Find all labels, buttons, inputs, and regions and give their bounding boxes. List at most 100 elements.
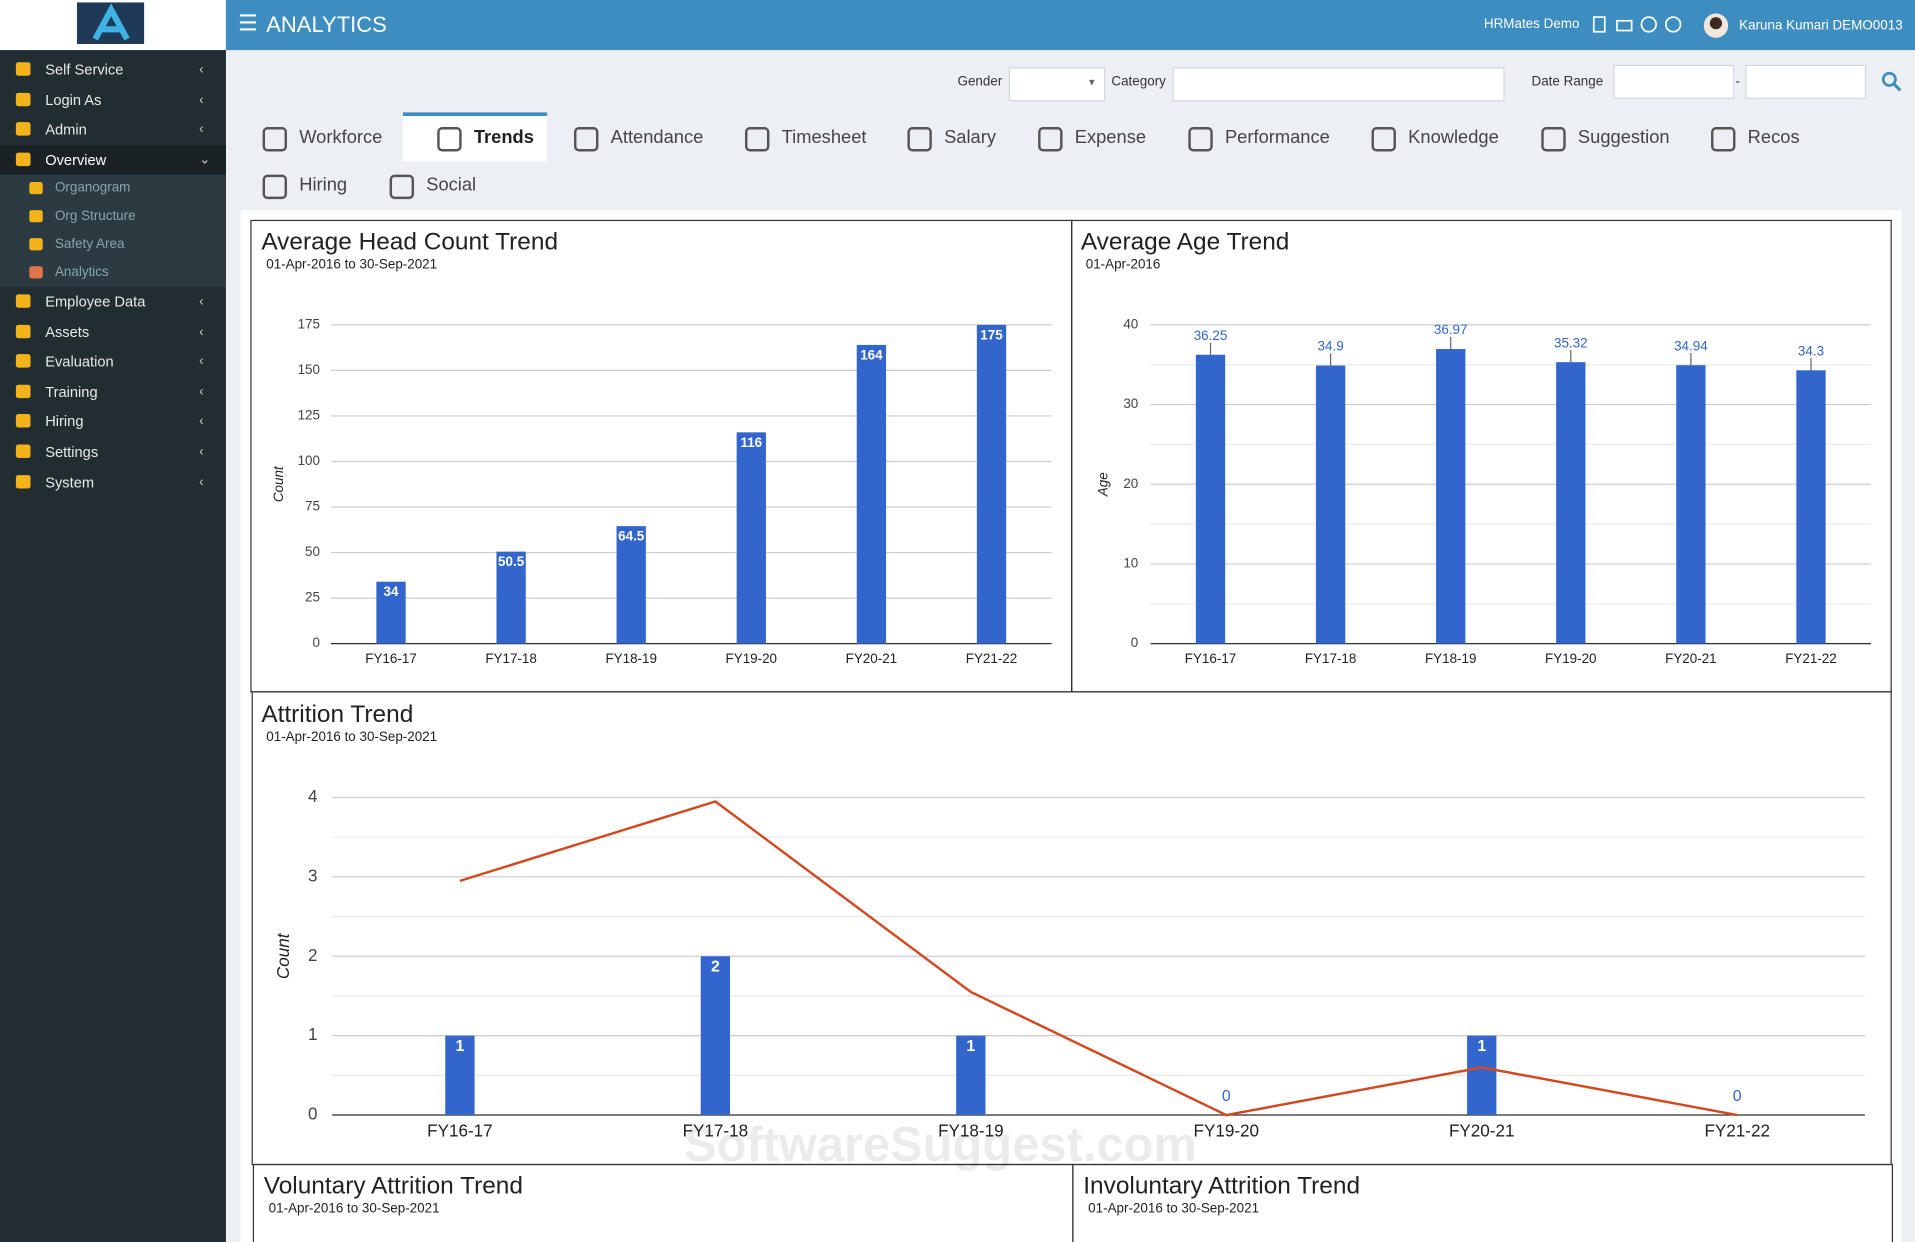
tab[interactable]: Suggestion xyxy=(1578,114,1670,163)
data-label: 1 xyxy=(456,1038,465,1055)
x-tick-label: FY17-18 xyxy=(485,651,536,666)
tab-icon xyxy=(1372,127,1396,151)
y-tick-label: 40 xyxy=(1123,316,1138,331)
tab[interactable]: Knowledge xyxy=(1408,114,1499,163)
submenu-item[interactable]: Safety Area xyxy=(0,231,226,259)
x-tick-label: FY21-22 xyxy=(1785,651,1836,666)
y-tick-label: 20 xyxy=(1123,476,1138,491)
tab-icon xyxy=(907,127,931,151)
tab[interactable]: Workforce xyxy=(299,114,382,163)
tab[interactable]: Trends xyxy=(474,114,534,163)
x-tick-label: FY19-20 xyxy=(1545,651,1596,666)
menu-icon xyxy=(16,475,31,488)
menu-icon xyxy=(16,384,31,397)
menu-item[interactable]: Evaluation‹ xyxy=(0,347,226,376)
chevron: ‹ xyxy=(199,437,203,466)
x-tick-label: FY21-22 xyxy=(966,651,1017,666)
chevron: ‹ xyxy=(199,377,203,406)
tab[interactable]: Attendance xyxy=(611,114,704,163)
data-label: 64.5 xyxy=(618,529,645,544)
data-label: 35.32 xyxy=(1554,335,1588,350)
submenu-item[interactable]: Organogram xyxy=(0,175,226,203)
line xyxy=(460,801,1737,1115)
menu-item[interactable]: Training‹ xyxy=(0,377,226,406)
x-tick-label: FY21-22 xyxy=(1704,1122,1770,1141)
data-label: 1 xyxy=(966,1038,975,1055)
menu-label: Admin xyxy=(45,115,87,144)
data-label: 36.25 xyxy=(1194,328,1228,343)
bar xyxy=(977,325,1006,644)
menu-item[interactable]: Hiring‹ xyxy=(0,407,226,436)
menu-label: Analytics xyxy=(55,259,109,287)
x-tick-label: FY19-20 xyxy=(726,651,777,666)
y-tick-label: 2 xyxy=(308,946,318,965)
submenu-item[interactable]: Analytics xyxy=(0,259,226,287)
tab[interactable]: Timesheet xyxy=(782,114,867,163)
tab[interactable]: Salary xyxy=(944,114,996,163)
menu-item[interactable]: Login As ‹ xyxy=(0,85,226,114)
data-label: 0 xyxy=(1222,1088,1231,1105)
bar xyxy=(701,956,730,1115)
menu-label: Safety Area xyxy=(55,231,124,259)
menu-item[interactable]: Self Service‹ xyxy=(0,55,226,84)
menu-label: System xyxy=(45,467,94,496)
bar xyxy=(857,345,886,644)
y-axis-label: Count xyxy=(274,932,293,979)
submenu-item[interactable]: Org Structure xyxy=(0,203,226,231)
menu-item[interactable]: Assets‹ xyxy=(0,317,226,346)
tab[interactable]: Hiring xyxy=(299,161,347,210)
data-label: 34.3 xyxy=(1798,344,1824,359)
chevron: ‹ xyxy=(199,115,203,144)
x-tick-label: FY18-19 xyxy=(938,1122,1004,1141)
data-label: 0 xyxy=(1733,1088,1742,1105)
y-tick-label: 75 xyxy=(305,499,320,514)
tab-icon xyxy=(263,175,287,199)
y-tick-label: 0 xyxy=(313,635,320,650)
bar xyxy=(1556,362,1585,643)
chart-subtitle: 01-Apr-2016 xyxy=(1086,257,1161,272)
chart-title: Involuntary Attrition Trend xyxy=(1083,1173,1360,1200)
y-tick-label: 150 xyxy=(298,362,320,377)
menu-icon xyxy=(29,238,42,250)
x-tick-label: FY17-18 xyxy=(1305,651,1356,666)
menu-item[interactable]: Overview⌄ xyxy=(0,145,226,174)
menu-item[interactable]: System‹ xyxy=(0,467,226,496)
y-tick-label: 4 xyxy=(308,787,318,806)
menu-label: Org Structure xyxy=(55,203,136,231)
menu-label: Hiring xyxy=(45,407,83,436)
data-label: 34.9 xyxy=(1318,339,1344,354)
menu-icon xyxy=(29,266,42,278)
data-label: 164 xyxy=(860,347,883,362)
bar xyxy=(737,432,766,643)
tab-icon xyxy=(1038,127,1062,151)
menu-icon xyxy=(16,122,31,135)
y-tick-label: 175 xyxy=(298,316,320,331)
menu-icon xyxy=(16,62,31,75)
y-tick-label: 10 xyxy=(1123,555,1138,570)
tab[interactable]: Social xyxy=(426,161,476,210)
menu-label: Self Service xyxy=(45,55,123,84)
chart-subtitle: 01-Apr-2016 to 30-Sep-2021 xyxy=(266,729,437,744)
chart-subtitle: 01-Apr-2016 to 30-Sep-2021 xyxy=(266,257,437,272)
tab[interactable]: Recos xyxy=(1748,114,1800,163)
menu-label: Login As xyxy=(45,85,101,114)
x-tick-label: FY19-20 xyxy=(1194,1122,1260,1141)
menu-item[interactable]: Settings‹ xyxy=(0,437,226,466)
menu-item[interactable]: Admin ‹ xyxy=(0,115,226,144)
tab-icon xyxy=(1711,127,1735,151)
x-tick-label: FY16-17 xyxy=(427,1122,493,1141)
tab-icon xyxy=(390,175,414,199)
y-axis-label: Count xyxy=(271,465,286,502)
menu-icon xyxy=(16,414,31,427)
tab[interactable]: Expense xyxy=(1075,114,1146,163)
y-tick-label: 0 xyxy=(1131,635,1138,650)
tab[interactable]: Performance xyxy=(1225,114,1330,163)
data-label: 116 xyxy=(740,435,762,450)
menu-item[interactable]: Employee Data‹ xyxy=(0,287,226,316)
chart-subtitle: 01-Apr-2016 to 30-Sep-2021 xyxy=(1088,1201,1259,1216)
chevron: ‹ xyxy=(199,85,203,114)
bar xyxy=(1436,349,1465,644)
x-tick-label: FY16-17 xyxy=(1185,651,1236,666)
